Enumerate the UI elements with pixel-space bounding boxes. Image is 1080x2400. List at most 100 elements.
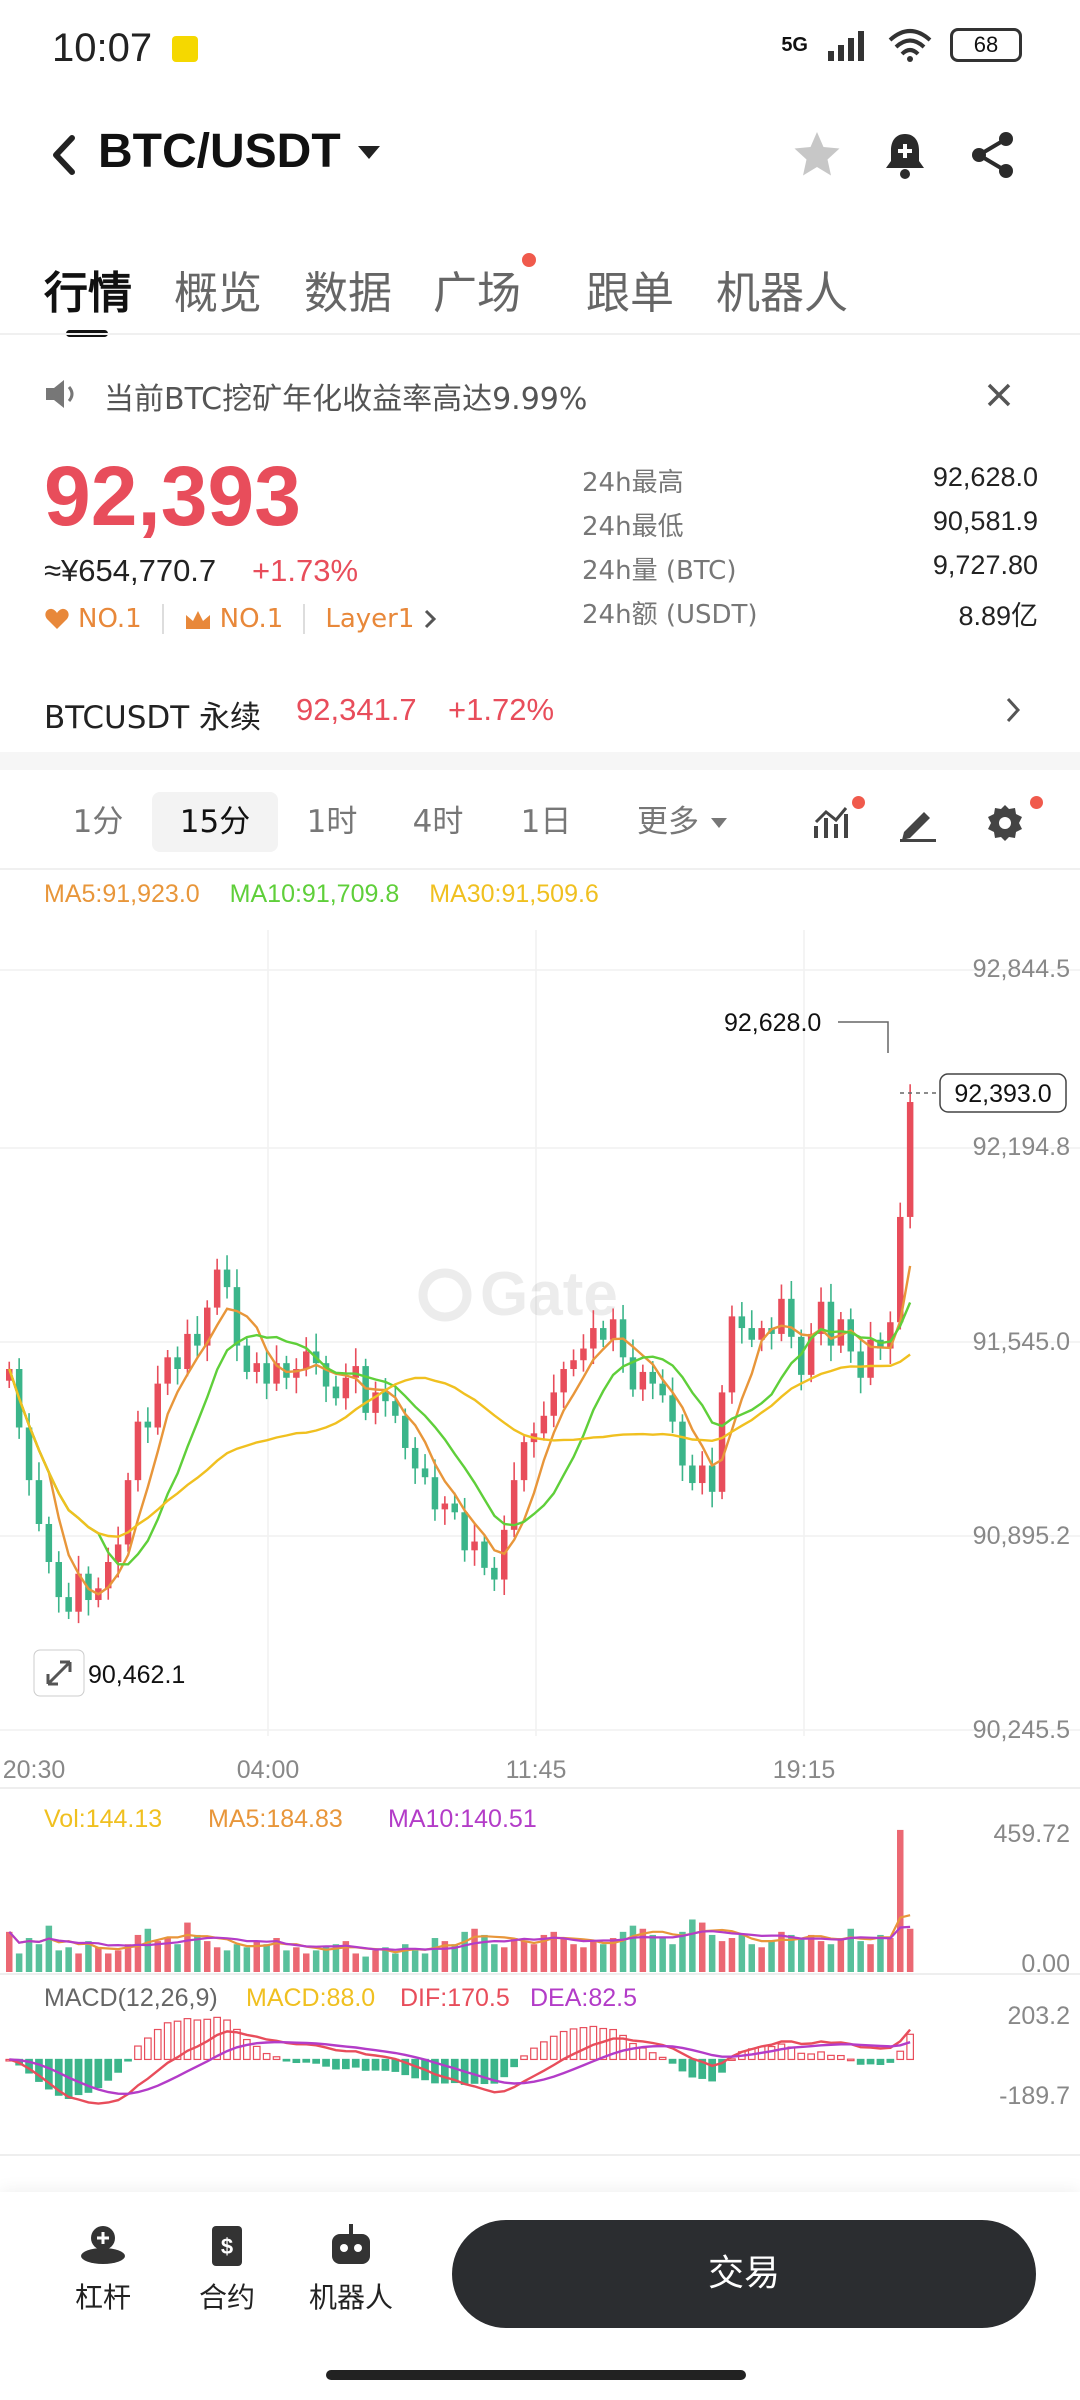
volume-bar xyxy=(322,1947,330,1972)
volume-bar xyxy=(827,1944,835,1972)
volume-bar xyxy=(35,1944,43,1972)
candle xyxy=(550,1392,557,1416)
chevron-down-icon[interactable] xyxy=(356,142,382,162)
volume-bar xyxy=(85,1941,92,1972)
header: BTC/USDT xyxy=(0,110,1080,200)
nav-futures[interactable]: $ 合约 xyxy=(172,2222,282,2316)
dea-legend-value: DEA:82.5 xyxy=(530,1984,637,2012)
perpetual-price: 92,341.7 xyxy=(296,692,417,727)
candle xyxy=(114,1544,122,1563)
tab-bots[interactable]: 机器人 xyxy=(716,268,848,319)
macd-bar xyxy=(124,2058,132,2062)
time-tick: 20:30 xyxy=(3,1756,66,1784)
tab-data[interactable]: 数据 xyxy=(304,268,392,319)
futures-icon: $ xyxy=(212,2226,242,2266)
crown-chart-icon xyxy=(185,611,210,629)
candle xyxy=(897,1216,904,1323)
candle xyxy=(778,1298,785,1334)
back-arrow-icon[interactable] xyxy=(44,130,84,180)
volume-bar xyxy=(382,1947,389,1972)
interval-15m[interactable]: 15分 xyxy=(152,792,278,852)
macd-bar xyxy=(599,2027,608,2061)
volume-bar xyxy=(817,1941,825,1972)
trade-button[interactable]: 交易 xyxy=(452,2220,1036,2328)
indicator-dot xyxy=(852,796,865,809)
volume-bar xyxy=(174,1944,181,1972)
interval-more[interactable]: 更多 xyxy=(637,804,699,840)
volume-bar xyxy=(223,1950,231,1972)
tab-market[interactable]: 行情 xyxy=(44,268,132,319)
macd-bar xyxy=(718,2058,726,2073)
macd-bar xyxy=(252,2045,261,2061)
candle xyxy=(105,1562,112,1589)
draw-pen-icon[interactable] xyxy=(898,804,938,842)
candle xyxy=(184,1333,191,1370)
macd-bar xyxy=(896,2050,905,2061)
macd-bar xyxy=(282,2058,291,2062)
tag-sector[interactable]: Layer1 xyxy=(325,604,438,634)
volume-bar xyxy=(194,1934,201,1972)
star-icon[interactable] xyxy=(790,128,844,182)
candle xyxy=(788,1298,795,1337)
candle xyxy=(332,1386,340,1399)
ma30-line xyxy=(8,1353,911,1538)
macd-bar xyxy=(35,2058,43,2082)
pair-title[interactable]: BTC/USDT xyxy=(98,125,341,178)
macd-bar xyxy=(609,2028,618,2061)
home-indicator[interactable] xyxy=(326,2370,746,2380)
nav-margin[interactable]: 杠杆 xyxy=(48,2222,158,2316)
macd-bar xyxy=(134,2045,142,2061)
macd-bar xyxy=(411,2058,419,2079)
share-icon[interactable] xyxy=(966,128,1020,182)
tag-market-cap[interactable]: NO.1 xyxy=(184,604,283,634)
macd-legend-value: MACD:88.0 xyxy=(246,1984,375,2012)
chart-grid xyxy=(0,930,1080,2156)
candle xyxy=(411,1447,419,1469)
interval-4h[interactable]: 4时 xyxy=(412,804,464,840)
tab-copy-trading[interactable]: 跟单 xyxy=(586,268,674,319)
ma5-value: MA5:91,923.0 xyxy=(44,880,200,908)
close-icon[interactable] xyxy=(986,382,1012,408)
svg-text:$: $ xyxy=(221,2234,233,2259)
volume-bar xyxy=(372,1950,379,1972)
announcement-bar[interactable]: 当前BTC挖矿年化收益率高达9.99% xyxy=(0,360,1080,430)
volume-ma5-legend: MA5:184.83 xyxy=(208,1805,343,1833)
macd-bar xyxy=(777,2043,786,2061)
macd-bar xyxy=(153,2028,162,2061)
candle xyxy=(847,1319,854,1352)
candle xyxy=(906,1102,914,1217)
kline-chart[interactable]: Gate 92,844.5 92,194.8 91,545.0 90,895.2… xyxy=(0,910,1080,2192)
gear-icon[interactable] xyxy=(984,802,1026,844)
interval-1m[interactable]: 1分 xyxy=(72,804,124,840)
tab-overview[interactable]: 概览 xyxy=(174,268,262,319)
chevron-right-icon xyxy=(425,609,437,629)
macd-bar xyxy=(243,2038,251,2061)
indicator-icon[interactable] xyxy=(812,802,856,842)
volume-bar xyxy=(75,1953,82,1972)
volume-legend: Vol:144.13 xyxy=(44,1805,162,1833)
volume-bar xyxy=(590,1941,597,1972)
perpetual-contract-row[interactable]: BTCUSDT 永续 92,341.7 +1.72% xyxy=(0,680,1080,740)
candle xyxy=(273,1363,280,1384)
interval-1d[interactable]: 1日 xyxy=(520,804,572,840)
volume-bar xyxy=(748,1944,755,1972)
tab-square[interactable]: 广场 xyxy=(433,268,521,319)
volume-bar xyxy=(293,1947,300,1972)
macd-bar xyxy=(817,2051,825,2061)
volume-bar xyxy=(867,1944,874,1972)
bell-plus-icon[interactable] xyxy=(878,128,932,182)
candle xyxy=(807,1333,815,1375)
perpetual-name: BTCUSDT 永续 xyxy=(44,700,262,736)
dif-legend-value: DIF:170.5 xyxy=(400,1984,510,2012)
cny-price: ≈¥654,770.7 xyxy=(44,553,217,588)
volume-bar xyxy=(600,1944,607,1972)
macd-bar xyxy=(490,2058,499,2084)
stat-volume: 24h量 (BTC) 9,727.80 xyxy=(582,550,1038,586)
nav-bots[interactable]: 机器人 xyxy=(296,2222,406,2316)
interval-1h[interactable]: 1时 xyxy=(306,804,358,840)
volume-bar xyxy=(738,1934,746,1972)
tag-popularity[interactable]: NO.1 xyxy=(44,604,142,634)
chevron-down-icon[interactable] xyxy=(710,816,728,830)
24h-stats: 24h最高 92,628.0 24h最低 90,581.9 24h量 (BTC) 9,… xyxy=(582,462,1038,638)
volume-bar xyxy=(154,1941,161,1972)
